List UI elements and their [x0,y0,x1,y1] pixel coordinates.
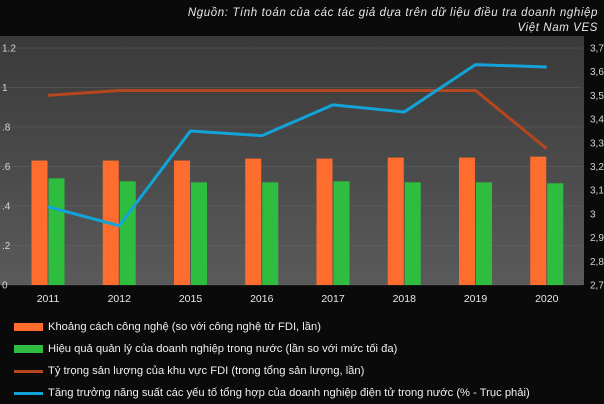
category-label-2018: 2018 [393,293,417,305]
legend-item-management-efficiency: Hiệu quả quản lý của doanh nghiệp trong … [14,338,530,360]
bar-management-efficiency-2011 [48,178,65,285]
bar-tech-gap-2011 [31,160,48,285]
bar-management-efficiency-2017 [333,181,350,285]
legend-item-tech-gap: Khoảng cách công nghệ (so với công nghệ … [14,316,530,338]
bar-tech-gap-2019 [459,157,475,285]
category-label-2016: 2016 [250,293,274,305]
right-tick-label-1: 2,8 [590,257,604,268]
bar-management-efficiency-2018 [404,182,421,285]
legend-item-fdi-share: Tỷ trọng sản lượng của khu vực FDI (tron… [14,360,530,382]
legend-label-fdi-share: Tỷ trọng sản lượng của khu vực FDI (tron… [48,365,365,377]
bar-tech-gap-2017 [316,158,333,285]
left-tick-label-3: .6 [2,162,11,173]
left-tick-label-5: 1 [2,83,8,94]
bar-tech-gap-2016 [245,158,262,285]
bar-tech-gap-2020 [530,156,547,285]
legend: Khoảng cách công nghệ (so với công nghệ … [14,316,530,404]
bar-management-efficiency-2015 [191,182,207,285]
right-tick-label-7: 3,4 [590,115,604,126]
category-label-2019: 2019 [464,293,488,305]
category-label-2017: 2017 [321,293,345,305]
source-note-line1: Nguồn: Tính toán của các tác giả dựa trê… [187,7,598,19]
right-tick-label-2: 2,9 [590,233,604,244]
legend-swatch-green-bar [14,345,43,353]
line-fdi-share [47,88,548,150]
plot-background [0,36,584,285]
left-tick-label-4: .8 [2,123,11,134]
category-label-2011: 2011 [37,293,60,305]
right-tick-label-10: 3,7 [590,44,604,55]
category-label-2015: 2015 [179,293,203,305]
line-tfp-growth [47,63,547,228]
bar-management-efficiency-2012 [119,181,136,285]
left-tick-label-0: 0 [2,281,8,292]
legend-swatch-blue-line [14,391,43,395]
category-label-2012: 2012 [108,293,132,305]
legend-item-tfp-growth: Tăng trưởng năng suất các yếu tố tổng hợ… [14,382,530,404]
source-note-line2: Việt Nam VES [517,22,598,34]
right-tick-label-6: 3,3 [590,138,604,149]
bar-tech-gap-2015 [174,160,190,285]
left-tick-label-1: .2 [2,241,11,252]
category-label-2020: 2020 [535,293,559,305]
bar-management-efficiency-2019 [476,182,492,285]
left-tick-label-2: .4 [2,202,11,213]
legend-swatch-brown-line [14,369,43,373]
bar-tech-gap-2018 [387,157,404,285]
legend-label-management-efficiency: Hiệu quả quản lý của doanh nghiệp trong … [48,343,398,355]
left-tick-label-6: 1.2 [2,44,16,55]
right-tick-label-8: 3,5 [590,91,604,102]
legend-swatch-orange-bar [14,323,43,331]
right-tick-label-3: 3 [590,209,596,220]
right-tick-label-4: 3,1 [590,186,604,197]
bar-management-efficiency-2016 [262,182,279,285]
legend-label-tech-gap: Khoảng cách công nghệ (so với công nghệ … [48,321,321,333]
right-tick-label-5: 3,2 [590,162,604,173]
right-tick-label-0: 2,7 [590,281,604,292]
right-tick-label-9: 3,6 [590,67,604,78]
legend-label-tfp-growth: Tăng trưởng năng suất các yếu tố tổng hợ… [48,387,530,399]
bar-management-efficiency-2020 [547,183,564,285]
